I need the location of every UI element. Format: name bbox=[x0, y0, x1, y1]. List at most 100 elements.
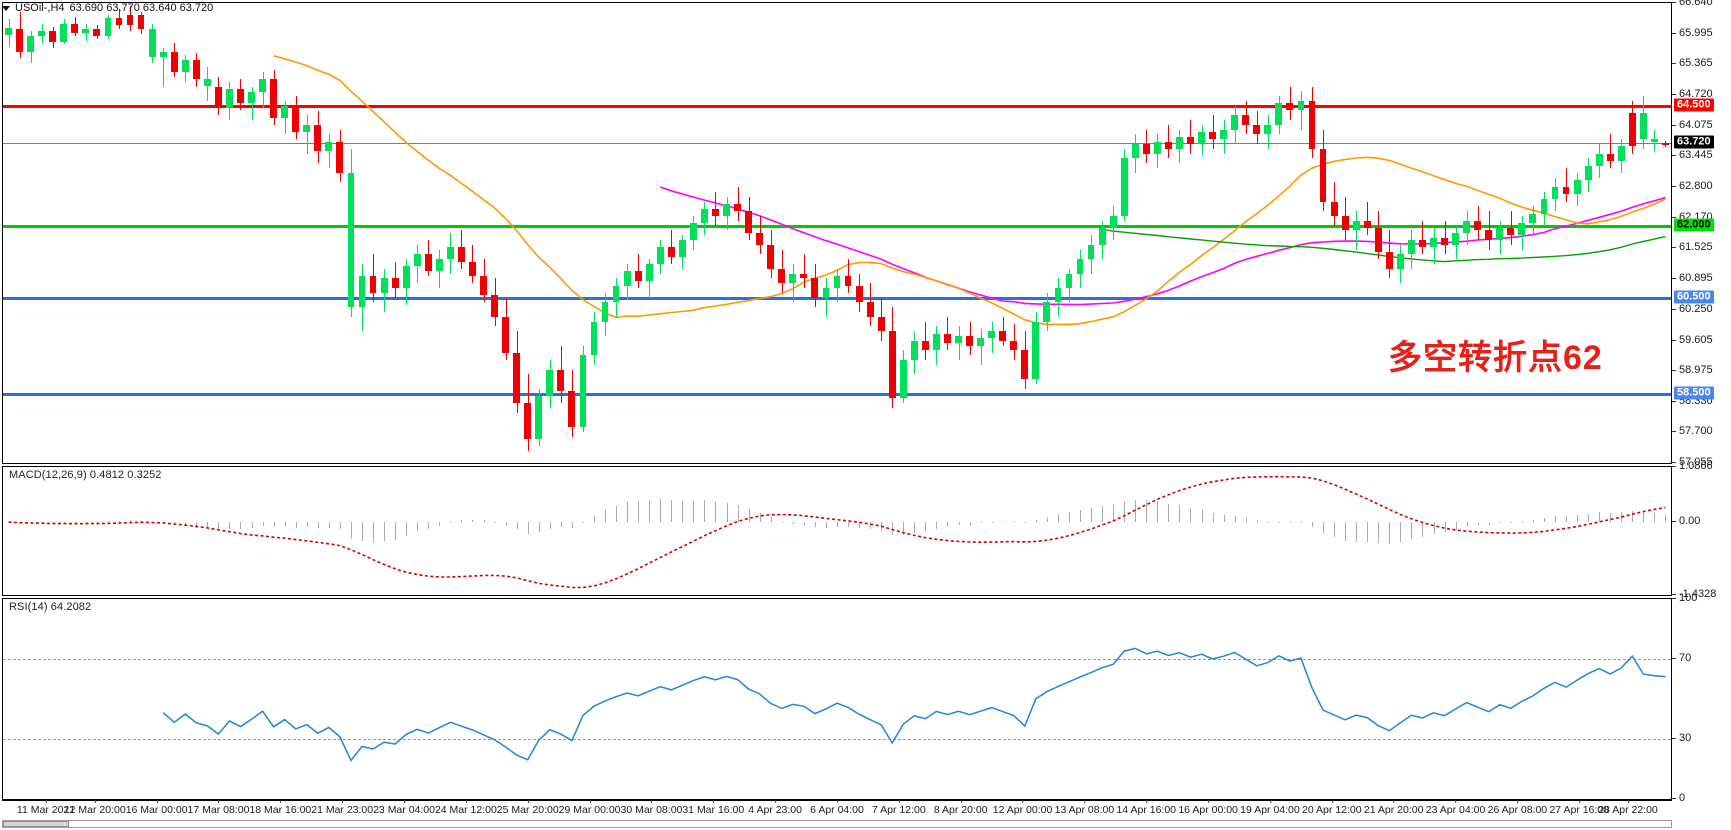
macd-histogram-bar bbox=[782, 521, 783, 523]
candle-body bbox=[1529, 213, 1537, 224]
candle-body bbox=[1253, 124, 1261, 135]
candle-body bbox=[446, 247, 454, 260]
macd-histogram-bar bbox=[539, 522, 540, 533]
candle-body bbox=[1242, 115, 1250, 125]
candle-body bbox=[1231, 115, 1239, 130]
candle-body bbox=[148, 28, 156, 57]
price-level-badge[interactable]: 63.720 bbox=[1674, 135, 1714, 149]
macd-histogram-bar bbox=[1190, 508, 1191, 523]
price-chart-panel[interactable] bbox=[2, 2, 1672, 464]
triangle-down-icon[interactable] bbox=[2, 5, 10, 11]
rsi-tick-label: 0 bbox=[1672, 792, 1685, 804]
candle-body bbox=[226, 88, 233, 109]
candle-body bbox=[1319, 148, 1327, 202]
macd-histogram-bar bbox=[627, 502, 628, 523]
time-tick-label: 12 Mar 20:00 bbox=[63, 800, 126, 816]
candle-body bbox=[214, 86, 222, 109]
level-line-support-2[interactable] bbox=[3, 392, 1671, 396]
macd-histogram-bar bbox=[1257, 520, 1258, 523]
price-level-badge[interactable]: 58.500 bbox=[1674, 386, 1714, 400]
candle-body bbox=[1518, 223, 1526, 236]
candle-body bbox=[855, 285, 863, 303]
rsi-indicator-panel[interactable]: RSI(14) 64.2082 bbox=[2, 598, 1672, 800]
macd-histogram-bar bbox=[1290, 522, 1291, 524]
candle-wick bbox=[1301, 91, 1302, 130]
macd-histogram-bar bbox=[616, 505, 617, 523]
macd-histogram-bar bbox=[1621, 512, 1622, 523]
candle-body bbox=[1374, 228, 1382, 253]
macd-histogram-bar bbox=[1179, 505, 1180, 523]
macd-histogram-bar bbox=[760, 512, 761, 523]
rsi-tick-label: 100 bbox=[1672, 592, 1697, 604]
candle-body bbox=[1341, 216, 1349, 231]
macd-indicator-panel[interactable]: MACD(12,26,9) 0.4812 0.3252 bbox=[2, 466, 1672, 596]
rsi-tick-label: 30 bbox=[1672, 732, 1691, 744]
candle-body bbox=[1651, 139, 1658, 142]
macd-histogram-bar bbox=[1113, 505, 1114, 523]
macd-histogram-bar bbox=[75, 522, 76, 524]
candle-body bbox=[16, 28, 23, 52]
time-tick-label: 28 Apr 22:00 bbox=[1598, 800, 1658, 816]
candle-body bbox=[999, 331, 1007, 341]
macd-histogram-bar bbox=[682, 500, 683, 523]
price-level-badge[interactable]: 62.000 bbox=[1674, 218, 1714, 232]
candle-body bbox=[1407, 240, 1415, 255]
macd-histogram-bar bbox=[9, 522, 10, 524]
candle-body bbox=[612, 285, 620, 303]
candle-body bbox=[1098, 228, 1106, 245]
price-tick-label: 65.365 bbox=[1672, 57, 1713, 69]
macd-histogram-bar bbox=[1345, 522, 1346, 541]
macd-histogram-bar bbox=[340, 522, 341, 530]
time-tick-label: 6 Apr 04:00 bbox=[810, 800, 864, 816]
candle-body bbox=[977, 338, 985, 346]
macd-histogram-bar bbox=[141, 520, 142, 523]
macd-histogram-bar bbox=[1544, 518, 1545, 523]
macd-histogram-bar bbox=[229, 522, 230, 530]
chart-scrollbar-thumb[interactable] bbox=[3, 821, 69, 827]
candle-body bbox=[590, 321, 598, 356]
macd-histogram-bar bbox=[1356, 522, 1357, 542]
macd-histogram-bar bbox=[1003, 521, 1004, 523]
macd-histogram-bar bbox=[1047, 517, 1048, 523]
rsi-guide-70 bbox=[3, 659, 1671, 660]
macd-histogram-bar bbox=[859, 522, 860, 528]
candle-body bbox=[955, 336, 962, 344]
macd-histogram-bar bbox=[594, 515, 595, 523]
macd-histogram-bar bbox=[749, 508, 750, 523]
candle-body bbox=[579, 355, 587, 428]
candle-body bbox=[712, 208, 719, 217]
price-scale-column[interactable]: 66.640 65.995 65.365 64.720 64.075 63.445 62.8… bbox=[1672, 0, 1731, 830]
candle-wick bbox=[925, 321, 926, 361]
macd-histogram-bar bbox=[1434, 522, 1435, 535]
candle-body bbox=[1120, 158, 1128, 217]
macd-histogram-bar bbox=[738, 505, 739, 523]
chart-title-bar: USOil-,H4 63.690 63.770 63.640 63.720 bbox=[2, 1, 213, 15]
candle-body bbox=[369, 276, 377, 293]
macd-histogram-bar bbox=[362, 522, 363, 542]
candle-body bbox=[678, 240, 686, 257]
candle-body bbox=[833, 276, 841, 289]
time-axis[interactable]: 11 Mar 2021 12 Mar 20:00 16 Mar 00:00 17 Ma… bbox=[2, 800, 1672, 819]
candle-body bbox=[115, 18, 123, 26]
candle-body bbox=[689, 223, 697, 241]
macd-histogram-bar bbox=[1091, 507, 1092, 523]
macd-histogram-bar bbox=[86, 521, 87, 523]
candle-body bbox=[1463, 220, 1471, 233]
level-line-pivot[interactable] bbox=[3, 224, 1671, 228]
macd-tick-label: -1.4328 bbox=[1672, 588, 1716, 600]
price-level-badge[interactable]: 60.500 bbox=[1674, 290, 1714, 304]
candle-body bbox=[237, 88, 244, 104]
time-tick-label: 24 Mar 12:00 bbox=[434, 800, 497, 816]
level-line-resistance[interactable] bbox=[3, 104, 1671, 108]
level-line-current-price[interactable] bbox=[3, 143, 1671, 145]
candle-body bbox=[435, 259, 443, 272]
candle-body bbox=[1441, 237, 1448, 245]
chart-scrollbar[interactable] bbox=[2, 820, 1672, 828]
macd-histogram-bar bbox=[64, 522, 65, 524]
macd-histogram-bar bbox=[285, 522, 286, 527]
candle-body bbox=[1584, 165, 1592, 181]
price-level-badge[interactable]: 64.500 bbox=[1674, 98, 1714, 112]
candle-body bbox=[1485, 230, 1493, 241]
candle-body bbox=[877, 316, 885, 332]
candle-body bbox=[866, 302, 874, 317]
